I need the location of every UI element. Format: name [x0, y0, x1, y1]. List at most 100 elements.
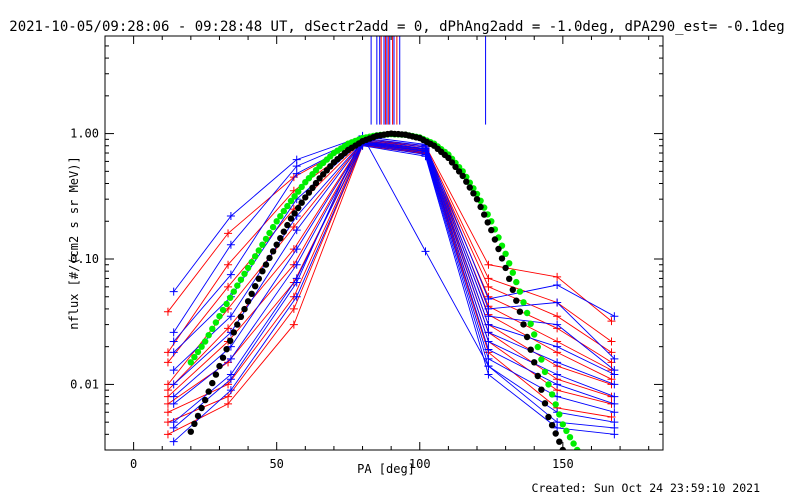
- blue-point-marker: [610, 392, 619, 401]
- black-fit-point: [516, 308, 524, 315]
- green-fit-point: [219, 306, 227, 314]
- black-fit-point: [466, 184, 473, 191]
- black-fit-point: [484, 219, 491, 226]
- black-fit-point: [302, 194, 309, 201]
- black-fit-point: [205, 388, 212, 395]
- black-fit-point: [287, 215, 295, 222]
- blue-point-marker: [553, 418, 562, 427]
- green-fit-point: [241, 270, 248, 277]
- blue-point-marker: [484, 294, 493, 303]
- black-fit-point: [545, 413, 552, 421]
- blue-point-marker: [553, 380, 562, 389]
- black-fit-point: [230, 329, 237, 336]
- green-fit-point: [298, 183, 305, 191]
- blue-point-marker: [610, 408, 619, 417]
- created-footer: Created: Sun Oct 24 23:59:10 2021: [532, 481, 761, 495]
- blue-point-marker: [610, 399, 619, 408]
- green-fit-point: [252, 253, 259, 260]
- blue-series-line: [173, 142, 615, 405]
- red-point-marker: [224, 392, 233, 401]
- black-fit-point: [209, 379, 216, 387]
- red-series-line: [167, 141, 612, 385]
- blue-point-marker: [610, 370, 619, 379]
- red-point-marker: [607, 337, 616, 346]
- blue-series-line: [173, 135, 615, 317]
- black-fit-point: [556, 438, 563, 445]
- black-fit-point: [448, 159, 456, 166]
- black-fit-point: [491, 236, 499, 243]
- green-fit-point: [198, 343, 205, 350]
- green-fit-point: [194, 348, 202, 356]
- y-tick-label: 1.00: [70, 127, 99, 141]
- red-point-marker: [484, 282, 493, 291]
- axes: 0 50 100 150 0.01 0.10 1.00: [70, 35, 663, 471]
- black-fit-point: [459, 172, 466, 180]
- green-fit-point: [187, 359, 194, 366]
- green-fit-point: [523, 309, 531, 317]
- black-fit-point: [538, 386, 545, 393]
- black-fit-point: [488, 226, 495, 234]
- black-fit-point: [455, 168, 463, 175]
- blue-point-marker: [610, 423, 619, 432]
- green-fit-point: [574, 446, 581, 450]
- green-fit-point: [212, 319, 220, 326]
- blue-point-marker: [169, 337, 178, 346]
- green-fit-point: [534, 343, 541, 351]
- red-series-line: [167, 140, 612, 363]
- red-point-marker: [224, 324, 233, 333]
- blue-point-marker: [421, 152, 430, 161]
- blue-point-marker: [169, 287, 178, 296]
- black-fit-point: [295, 204, 302, 212]
- plot-frame: [104, 35, 664, 451]
- blue-point-marker: [226, 386, 235, 395]
- blue-point-marker: [292, 162, 301, 171]
- black-fit-point: [531, 359, 538, 366]
- black-fit-point: [255, 275, 262, 282]
- blue-point-marker: [226, 354, 235, 363]
- black-fit-point: [541, 400, 549, 407]
- black-fit-point: [312, 179, 320, 187]
- red-point-marker: [163, 358, 172, 367]
- red-point-marker: [289, 304, 298, 313]
- green-fit-point: [266, 229, 273, 237]
- blue-point-marker: [169, 366, 178, 375]
- blue-series-line: [173, 140, 615, 375]
- black-fit-point: [445, 154, 452, 162]
- black-fit-point: [552, 430, 559, 437]
- plot-area: [163, 36, 619, 450]
- red-point-marker: [163, 307, 172, 316]
- green-fit-point: [262, 235, 270, 243]
- black-fit-point: [227, 337, 234, 344]
- black-fit-point: [223, 346, 230, 353]
- blue-point-marker: [553, 392, 562, 401]
- black-fit-point: [237, 313, 245, 320]
- red-point-marker: [163, 430, 172, 439]
- green-fit-point: [223, 300, 230, 308]
- green-fit-point: [552, 401, 559, 408]
- chart-title: 2021-10-05/09:28:06 - 09:28:48 UT, dSect…: [9, 19, 784, 35]
- green-fit-point: [191, 353, 198, 361]
- blue-point-marker: [169, 380, 178, 389]
- blue-point-marker: [553, 281, 562, 290]
- green-fit-point: [277, 213, 284, 220]
- blue-point-marker: [169, 423, 178, 432]
- blue-point-marker: [553, 358, 562, 367]
- blue-point-marker: [169, 348, 178, 357]
- blue-series-line: [173, 145, 615, 442]
- green-fit-point: [502, 250, 509, 257]
- x-tick-label: 150: [552, 457, 574, 471]
- black-fit-point: [194, 412, 202, 420]
- black-fit-point: [452, 163, 459, 171]
- black-fit-point: [523, 333, 531, 341]
- blue-point-marker: [226, 240, 235, 249]
- blue-series-line: [173, 143, 615, 413]
- black-fit-point: [506, 275, 513, 282]
- black-fit-point: [280, 228, 287, 235]
- black-fit-point: [198, 404, 205, 412]
- green-fit-point: [227, 294, 234, 301]
- green-fit-point: [563, 427, 570, 434]
- red-point-marker: [224, 399, 233, 408]
- blue-point-marker: [553, 298, 562, 307]
- red-point-marker: [224, 260, 233, 269]
- green-fit-point: [273, 218, 280, 225]
